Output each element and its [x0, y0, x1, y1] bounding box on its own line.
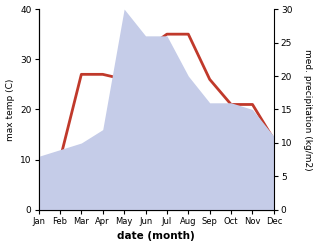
- Y-axis label: med. precipitation (kg/m2): med. precipitation (kg/m2): [303, 49, 313, 170]
- X-axis label: date (month): date (month): [117, 231, 195, 242]
- Y-axis label: max temp (C): max temp (C): [5, 78, 15, 141]
